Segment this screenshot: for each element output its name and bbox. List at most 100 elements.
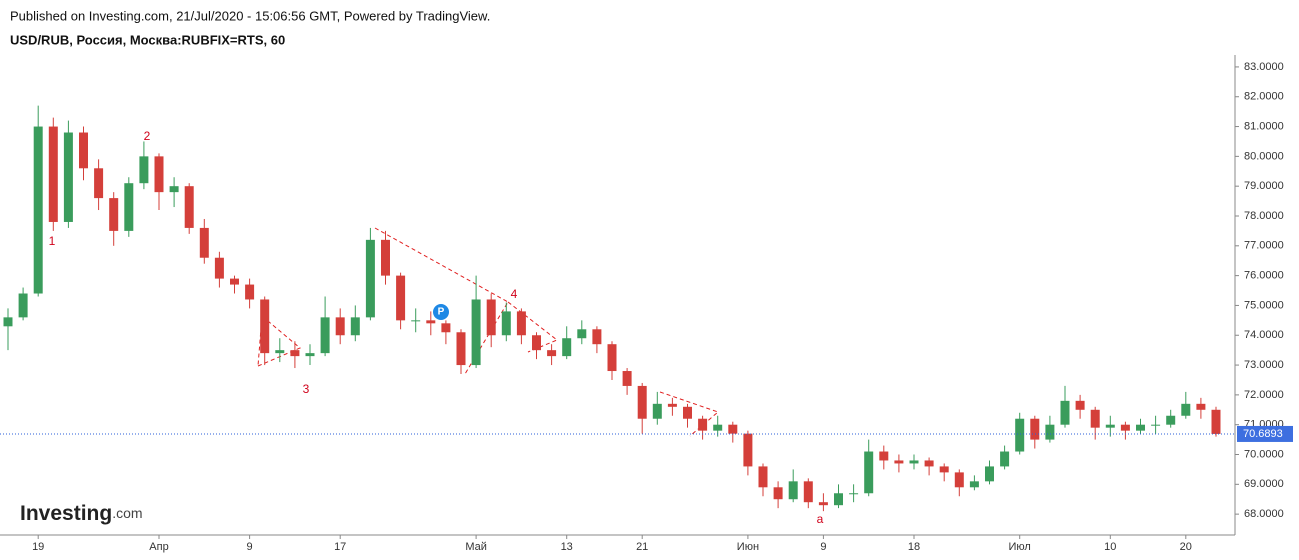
candle-body xyxy=(154,156,164,193)
candle-body xyxy=(683,406,692,419)
marker[interactable]: P xyxy=(433,304,449,320)
annotation: 3 xyxy=(303,382,310,396)
candle-body xyxy=(199,227,209,258)
marker-circle[interactable] xyxy=(433,304,449,320)
y-tick-label: 74.0000 xyxy=(1244,329,1284,341)
candle-body xyxy=(365,239,375,318)
annotation: 2 xyxy=(144,129,151,143)
y-tick-label: 70.0000 xyxy=(1244,448,1284,460)
y-tick-label: 79.0000 xyxy=(1244,180,1284,192)
marker-label[interactable]: P xyxy=(438,307,445,318)
x-tick-label: 19 xyxy=(32,541,44,553)
candle-body xyxy=(607,344,617,372)
candle-body xyxy=(637,385,647,419)
logo-suffix: .com xyxy=(112,505,142,521)
x-tick-label: 21 xyxy=(636,541,648,553)
candle-body xyxy=(864,451,874,494)
y-tick-label: 82.0000 xyxy=(1244,91,1284,103)
candle-body xyxy=(456,332,466,366)
candle-body xyxy=(94,168,104,199)
candle-body xyxy=(1120,424,1130,431)
candle-body xyxy=(320,317,330,354)
candle-body xyxy=(33,126,43,294)
candle-body xyxy=(501,311,511,336)
candle-body xyxy=(1181,403,1191,416)
candle-body xyxy=(381,239,390,276)
candle-body xyxy=(214,257,224,279)
candle-body xyxy=(924,460,934,467)
x-tick-label: 13 xyxy=(561,541,573,553)
candle-body xyxy=(426,320,436,324)
candle-body xyxy=(818,502,828,506)
candle-body xyxy=(335,317,345,336)
candle-body xyxy=(3,317,13,327)
candle-body xyxy=(562,338,572,357)
candle-body xyxy=(758,466,768,488)
candles xyxy=(3,105,1221,512)
candle-body xyxy=(290,350,300,357)
candle-body xyxy=(788,481,798,500)
candle-body xyxy=(1136,424,1145,431)
candle-body xyxy=(803,481,813,503)
candle-body xyxy=(667,403,677,407)
candle-body xyxy=(728,424,738,434)
candle-body xyxy=(184,186,194,228)
candle-body xyxy=(622,371,632,386)
candle-body xyxy=(592,329,602,345)
candle-body xyxy=(1015,418,1025,452)
logo-text: Investing xyxy=(20,502,112,525)
candle-body xyxy=(411,320,421,322)
candle-body xyxy=(577,329,587,339)
candle-body xyxy=(969,481,979,488)
candle-body xyxy=(486,299,496,336)
candle-body xyxy=(18,293,28,318)
y-tick-label: 80.0000 xyxy=(1244,150,1284,162)
x-tick-label: Май xyxy=(465,541,487,553)
candle-body xyxy=(275,350,285,354)
x-tick-label: 9 xyxy=(820,541,826,553)
y-tick-label: 72.0000 xyxy=(1244,389,1284,401)
candle-body xyxy=(954,472,964,488)
x-tick-label: 10 xyxy=(1104,541,1116,553)
candle-body xyxy=(516,311,526,336)
candle-body xyxy=(894,460,904,464)
x-tick-label: 17 xyxy=(334,541,346,553)
candle-body xyxy=(849,493,859,495)
candle-body xyxy=(547,350,557,357)
candle-body xyxy=(1000,451,1010,467)
candle-body xyxy=(1105,424,1115,428)
candle-body xyxy=(124,183,134,231)
x-tick-label: 20 xyxy=(1180,541,1192,553)
candle-body xyxy=(1075,400,1085,410)
candle-body xyxy=(109,198,119,231)
candle-body xyxy=(743,433,753,467)
candle-body xyxy=(169,186,179,193)
candle-body xyxy=(1045,424,1055,440)
candle-body xyxy=(652,403,662,419)
candle-body xyxy=(245,284,255,300)
header: Published on Investing.com, 21/Jul/2020 … xyxy=(10,8,490,23)
y-tick-label: 68.0000 xyxy=(1244,508,1284,520)
x-tick-label: Апр xyxy=(149,541,168,553)
candle-body xyxy=(396,275,406,321)
candle-body xyxy=(63,132,73,222)
y-tick-label: 77.0000 xyxy=(1244,240,1284,252)
candle-body xyxy=(441,323,451,333)
y-tick-label: 78.0000 xyxy=(1244,210,1284,222)
logo: Investing.com xyxy=(20,502,143,525)
annotation: a xyxy=(817,512,824,526)
y-tick-label: 76.0000 xyxy=(1244,270,1284,282)
last-price-box xyxy=(1237,425,1293,442)
candle-body xyxy=(79,132,88,169)
x-tick-label: Июл xyxy=(1009,541,1031,553)
last-price-label: 70.6893 xyxy=(1243,428,1283,440)
candle-body xyxy=(1151,424,1161,426)
candle-body xyxy=(834,493,843,506)
candle-body xyxy=(713,424,723,431)
candle-body xyxy=(305,353,315,357)
candle-body xyxy=(939,466,949,473)
x-tick-label: 18 xyxy=(908,541,920,553)
candle-body xyxy=(1060,400,1070,425)
candle-body xyxy=(1166,415,1176,425)
